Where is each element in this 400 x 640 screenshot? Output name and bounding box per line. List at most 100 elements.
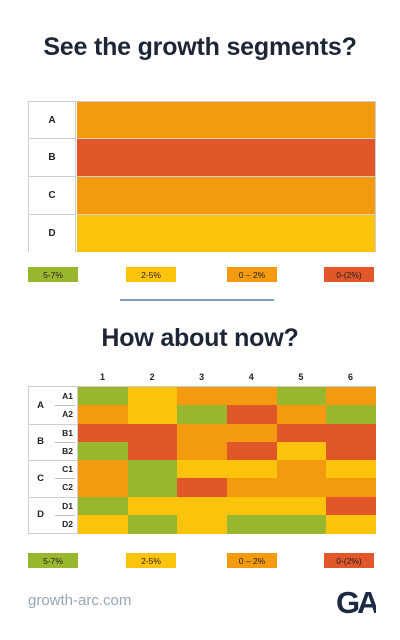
row-label: D1 [62,500,73,511]
heatmap-cell [78,387,129,406]
heatmap-cell [227,496,278,516]
heatmap-cell [127,405,178,424]
legend-item: 2-5% [126,553,176,568]
row-label: D2 [62,518,73,529]
legend-item: 0-(2%) [324,553,374,568]
heatmap-cell [276,460,327,479]
heatmap-cell [177,478,228,497]
row-divider [55,514,75,516]
segment-row: D [29,214,375,252]
row-divider [55,441,75,443]
heatmap-cell [326,460,377,479]
heatmap-cell [78,478,129,497]
bottom-heading: How about now? [101,324,299,352]
heatmap-cell [227,405,278,424]
row-label: B1 [62,427,73,438]
heatmap-cell [227,460,278,479]
group-label: A [37,399,44,411]
segment-row: C [29,176,375,214]
column-header: 2 [149,372,155,382]
legend-item: 5-7% [28,553,78,568]
heatmap-cell [276,496,327,516]
heatmap-cell [326,441,377,461]
row-label: C2 [62,482,73,493]
row-divider [55,478,75,480]
heatmap-cell [177,460,228,479]
row-label: A1 [62,391,73,401]
heatmap-cell [127,441,178,461]
heatmap-cell [276,441,327,461]
heatmap-cell [78,441,129,461]
heatmap-cell [326,423,377,443]
segment-label: A [29,102,76,139]
heatmap-cell [177,441,228,461]
heatmap-cell [78,423,129,443]
segment-row: A [29,102,375,139]
growth-arc-logo: GA [336,585,376,618]
heatmap-cell [276,405,327,424]
segment-row: B [29,138,375,176]
segment-label: C [29,177,76,214]
heatmap-cell [227,478,278,497]
heatmap-cell [127,460,178,479]
heatmap-cell [78,405,129,424]
segment-label: D [29,215,76,252]
column-header: 1 [99,372,105,382]
group-divider [29,496,78,498]
row-label: B2 [62,445,73,456]
section-divider [120,299,274,301]
heatmap-cell [127,496,178,516]
heatmap-cell [78,460,129,479]
group-label: C [37,472,44,484]
heatmap-cell [326,514,377,534]
logo-text: GA [336,585,376,618]
row-divider [55,405,75,407]
heatmap-cell [276,514,327,534]
heatmap-cell [127,387,178,406]
column-header: 4 [248,372,254,382]
legend-item: 2-5% [126,267,176,282]
heatmap-cell [177,514,228,534]
heatmap-cell [227,514,278,534]
group-label: B [37,436,44,448]
segment-label: B [29,139,76,176]
heatmap-cell [276,387,327,406]
group-divider [29,460,78,461]
heatmap-cell [78,496,129,516]
column-header: 3 [199,372,205,382]
heatmap-cell [326,496,377,516]
heatmap-cell [326,405,377,424]
heatmap-table: A A1 A2 B B1 B2 C C1 C2 D D1 D2 [28,386,377,534]
heatmap-cell [276,478,327,497]
heatmap-cell [326,387,377,406]
segment-bar [77,102,375,139]
heatmap-cell [177,496,228,516]
group-divider [29,423,78,425]
heatmap-cell [177,423,228,443]
website-url[interactable]: growth-arc.com [28,592,132,609]
heatmap-cell [227,441,278,461]
heatmap-cell [227,387,278,406]
legend-item: 0-(2%) [324,267,374,282]
legend-item: 5-7% [28,267,78,282]
column-header: 5 [298,372,304,382]
heatmap-cell [177,405,228,424]
heatmap-cell [127,478,178,497]
heatmap-grid [78,387,377,534]
group-label: D [37,509,44,521]
row-label: A2 [62,409,73,420]
column-header: 6 [347,372,353,382]
heatmap-cell [177,387,228,406]
row-label: C1 [62,464,73,474]
legend-item: 0 – 2% [227,553,277,568]
legend-item: 0 – 2% [227,267,277,282]
segment-bar [77,177,375,214]
segment-bar [77,215,375,252]
segment-bar [77,139,375,176]
label-column-border [77,387,78,533]
heatmap-cell [127,514,178,534]
heatmap-cell [227,423,278,443]
heatmap-cell [276,423,327,443]
top-heading: See the growth segments? [43,33,357,61]
